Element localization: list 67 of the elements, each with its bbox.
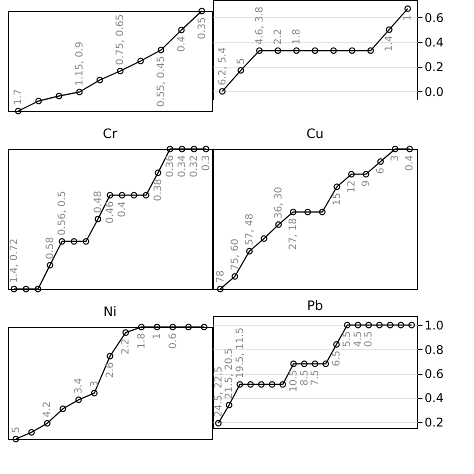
annotation: 0.3 bbox=[201, 155, 212, 171]
annotation: 36, 30 bbox=[274, 186, 285, 219]
annotation: 2.2 bbox=[120, 338, 132, 355]
annotation: 1.4 bbox=[384, 36, 396, 52]
annotation: 0.4 bbox=[404, 155, 416, 171]
annotation: 4.2 bbox=[42, 401, 54, 418]
annotation: 21.5, 20.5 bbox=[224, 348, 236, 399]
annotation: 1.7 bbox=[13, 89, 24, 105]
annotation: 2.2 bbox=[272, 28, 284, 45]
annotation: 1.8 bbox=[136, 333, 148, 349]
annotation: 57, 48 bbox=[244, 213, 256, 246]
annotation: 0.55, 0.45 bbox=[156, 56, 167, 107]
annotation: 3.4 bbox=[74, 378, 85, 394]
annotation: 1.8 bbox=[291, 28, 302, 45]
annotation: 0.5 bbox=[364, 331, 375, 347]
chart-title: Cu bbox=[306, 127, 324, 142]
annotation: 0.75, 0.65 bbox=[115, 14, 126, 65]
annotation: 9 bbox=[361, 180, 372, 187]
y-tick-label: 0.6 bbox=[424, 367, 444, 382]
annotation: 0.56, 0.5 bbox=[57, 190, 68, 236]
y-tick-label: 0.6 bbox=[424, 10, 444, 25]
annotation: 12 bbox=[346, 180, 358, 193]
chart-title: Ni bbox=[103, 305, 117, 320]
annotation: 4.5 bbox=[352, 331, 364, 347]
annotation: 24.5, 22.5 bbox=[213, 366, 224, 418]
annotation: 7.5 bbox=[310, 370, 321, 386]
y-tick-label: 0.8 bbox=[424, 342, 444, 357]
annotation: 1.4, 0.72 bbox=[9, 238, 20, 283]
annotation: 0.4 bbox=[117, 201, 128, 218]
annotation: 0.32 bbox=[189, 155, 200, 178]
annotation: 3 bbox=[390, 155, 402, 162]
annotation: 1 bbox=[152, 333, 164, 340]
y-tick-label: 0.4 bbox=[424, 391, 444, 406]
annotation: 0.6 bbox=[168, 333, 179, 349]
y-tick-label: 0.4 bbox=[424, 35, 444, 50]
annotation: 6 bbox=[376, 168, 387, 174]
annotation: 75, 60 bbox=[230, 238, 241, 270]
annotation: 0.34 bbox=[177, 155, 188, 178]
annotation: 0.36 bbox=[165, 155, 176, 178]
annotation: 0.48 bbox=[93, 190, 104, 213]
annotation: 3 bbox=[89, 380, 100, 388]
annotation: 10.5 bbox=[288, 370, 300, 392]
annotation: 6.5 bbox=[331, 350, 342, 366]
annotation: 2.6 bbox=[105, 362, 116, 378]
chart-title: Pb bbox=[306, 299, 324, 314]
annotation: 5.5 bbox=[342, 331, 354, 347]
annotation: 1 bbox=[402, 14, 414, 22]
chart-title: Cr bbox=[102, 127, 118, 142]
y-tick-label: 0.0 bbox=[424, 84, 444, 99]
annotation: 4.6, 3.8 bbox=[254, 6, 266, 45]
annotation: 78 bbox=[215, 270, 226, 283]
annotation: 0.38 bbox=[153, 178, 164, 202]
annotation: 19.5, 11.5 bbox=[234, 328, 246, 378]
annotation: 5 bbox=[10, 426, 22, 433]
annotation: 0.46 bbox=[105, 201, 116, 224]
annotation: 8.5 bbox=[299, 370, 310, 386]
annotation: 1.15, 0.9 bbox=[74, 41, 86, 86]
annotation: 6.2, 5.4 bbox=[217, 47, 228, 86]
annotation: 0.35 bbox=[196, 17, 208, 40]
y-tick-label: 0.2 bbox=[424, 60, 444, 74]
annotation: 0.4 bbox=[176, 36, 188, 52]
annotation: 5 bbox=[236, 58, 247, 64]
annotation: 27, 18 bbox=[288, 218, 300, 250]
annotation: 15 bbox=[332, 192, 343, 206]
y-tick-label: 0.2 bbox=[424, 415, 444, 430]
annotation: 0.58 bbox=[45, 236, 56, 260]
y-tick-label: 1.0 bbox=[424, 318, 444, 333]
